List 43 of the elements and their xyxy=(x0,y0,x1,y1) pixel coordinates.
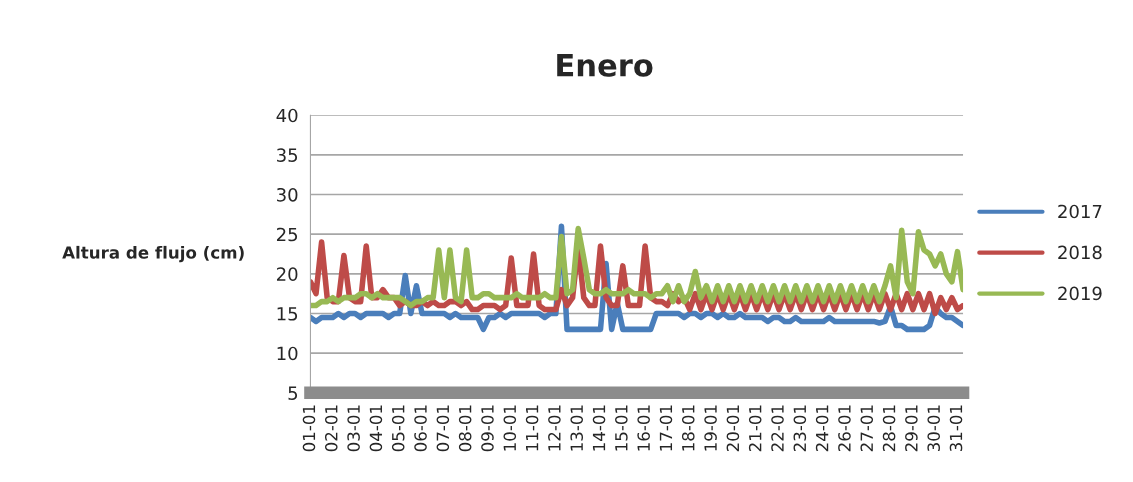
x-tick-label: 29-01 xyxy=(905,405,918,452)
x-tick-label: 30-01 xyxy=(927,405,940,452)
x-tick-label: 17-01 xyxy=(659,405,673,451)
x-tick-label: 20-01 xyxy=(726,405,740,452)
x-tick-label: 18-01 xyxy=(681,405,695,451)
x-tick-label: 07-01 xyxy=(436,405,450,452)
x-tick-label: 14-01 xyxy=(592,405,606,451)
x-tick-label: 09-01 xyxy=(481,405,494,452)
y-tick-label: 40 xyxy=(276,108,298,123)
y-axis-title: Altura de flujo (cm) xyxy=(62,245,244,263)
x-tick-label: 19-01 xyxy=(704,405,717,451)
x-tick-label: 08-01 xyxy=(458,405,472,452)
x-tick-label: 02-01 xyxy=(324,405,338,452)
x-tick-label: 12-01 xyxy=(548,405,561,451)
legend-label: 2018 xyxy=(1058,245,1102,260)
y-tick-label: 20 xyxy=(276,267,298,281)
legend-label: 2019 xyxy=(1058,286,1102,301)
x-tick-label: 23-01 xyxy=(793,405,807,452)
x-tick-label: 22-01 xyxy=(771,405,784,452)
x-tick-label: 13-01 xyxy=(570,405,584,451)
x-tick-label: 21-01 xyxy=(748,405,762,452)
y-tick-label: 35 xyxy=(277,148,298,162)
y-tick-label: 30 xyxy=(277,187,298,202)
x-tick-label: 28-01 xyxy=(882,405,896,452)
x-tick-label: 15-01 xyxy=(615,405,628,451)
x-tick-label: 26-01 xyxy=(838,405,851,452)
x-tick-label: 04-01 xyxy=(369,405,383,452)
x-tick-label: 01-01 xyxy=(302,405,316,452)
x-tick-label: 05-01 xyxy=(391,405,405,452)
x-tick-label: 11-01 xyxy=(525,405,539,451)
chart-title: Enero xyxy=(557,54,653,77)
y-tick-label: 25 xyxy=(276,227,298,242)
x-tick-label: 31-01 xyxy=(949,405,963,452)
x-tick-label: 27-01 xyxy=(860,405,874,452)
y-tick-label: 5 xyxy=(288,386,298,400)
x-tick-label: 06-01 xyxy=(414,405,427,452)
y-tick-label: 10 xyxy=(277,346,298,361)
x-tick-label: 10-01 xyxy=(503,405,517,451)
x-tick-label: 24-01 xyxy=(815,405,829,452)
legend-label: 2017 xyxy=(1058,204,1102,219)
x-tick-label: 03-01 xyxy=(347,405,360,452)
y-tick-label: 15 xyxy=(277,307,298,321)
x-tick-label: 16-01 xyxy=(637,405,650,451)
